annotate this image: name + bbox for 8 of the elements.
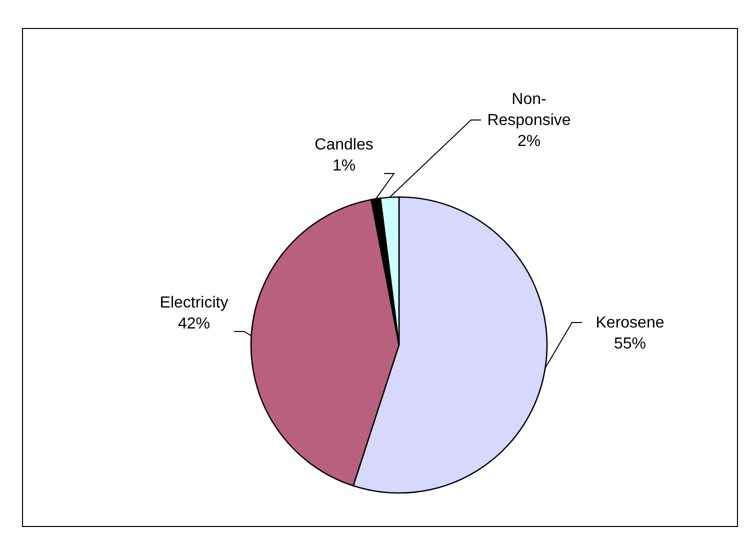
- slice-label: Kerosene: [596, 314, 664, 332]
- slice-label: Non-Responsive: [487, 91, 571, 129]
- data-label: 1%: [332, 158, 356, 174]
- data-label: 2%: [517, 133, 541, 150]
- data-label: 55%: [614, 336, 646, 352]
- slice-label: Electricity: [160, 294, 228, 312]
- data-label: 42%: [178, 316, 210, 332]
- slice-label: Candles: [314, 136, 374, 154]
